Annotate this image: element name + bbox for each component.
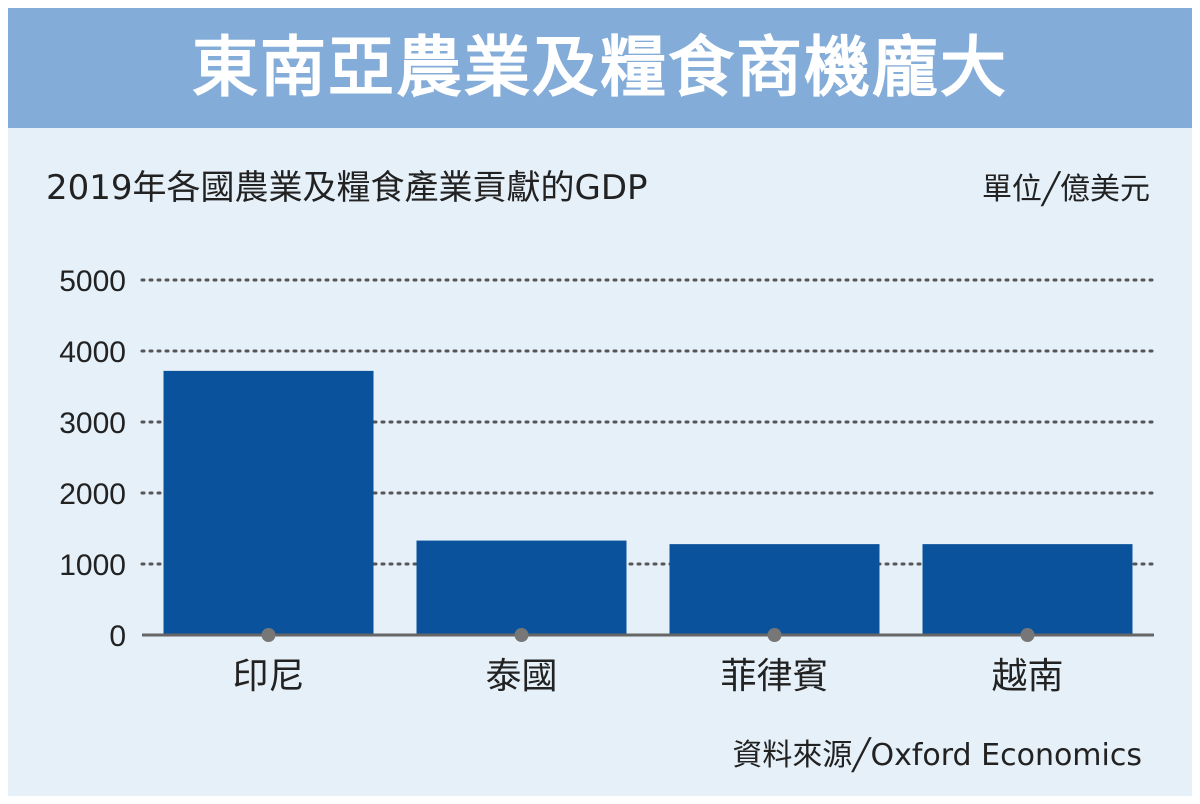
- chart-subtitle: 2019年各國農業及糧食產業貢獻的GDP: [46, 168, 648, 208]
- category-marker: [767, 628, 782, 642]
- x-tick-label: 越南: [991, 656, 1063, 697]
- y-tick-label: 4000: [59, 336, 126, 369]
- title-banner: 東南亞農業及糧食商機龐大: [8, 8, 1192, 128]
- bar-chart: 0 1000 2000 3000 4000 5000 印尼 泰國 菲律賓 越南: [59, 265, 1156, 697]
- source-note: 資料來源╱Oxford Economics: [732, 738, 1142, 773]
- x-tick-label: 印尼: [232, 656, 304, 697]
- bar: [922, 544, 1133, 635]
- bar: [163, 370, 374, 635]
- category-marker: [514, 628, 529, 642]
- bar: [416, 540, 627, 635]
- chart-card: 東南亞農業及糧食商機龐大 2019年各國農業及糧食產業貢獻的GDP 單位╱億美元…: [8, 8, 1192, 796]
- y-tick-label: 3000: [59, 407, 126, 440]
- y-tick-label: 1000: [59, 549, 126, 582]
- y-tick-label: 0: [109, 620, 126, 653]
- y-tick-label: 5000: [59, 265, 126, 298]
- bar: [669, 544, 880, 635]
- y-tick-label: 2000: [59, 478, 126, 511]
- x-tick-label: 菲律賓: [720, 656, 828, 697]
- category-marker: [1020, 628, 1035, 642]
- unit-label: 單位╱億美元: [981, 172, 1150, 207]
- chart-title: 東南亞農業及糧食商機龐大: [192, 29, 1008, 106]
- category-marker: [261, 628, 276, 642]
- x-tick-label: 泰國: [485, 656, 557, 697]
